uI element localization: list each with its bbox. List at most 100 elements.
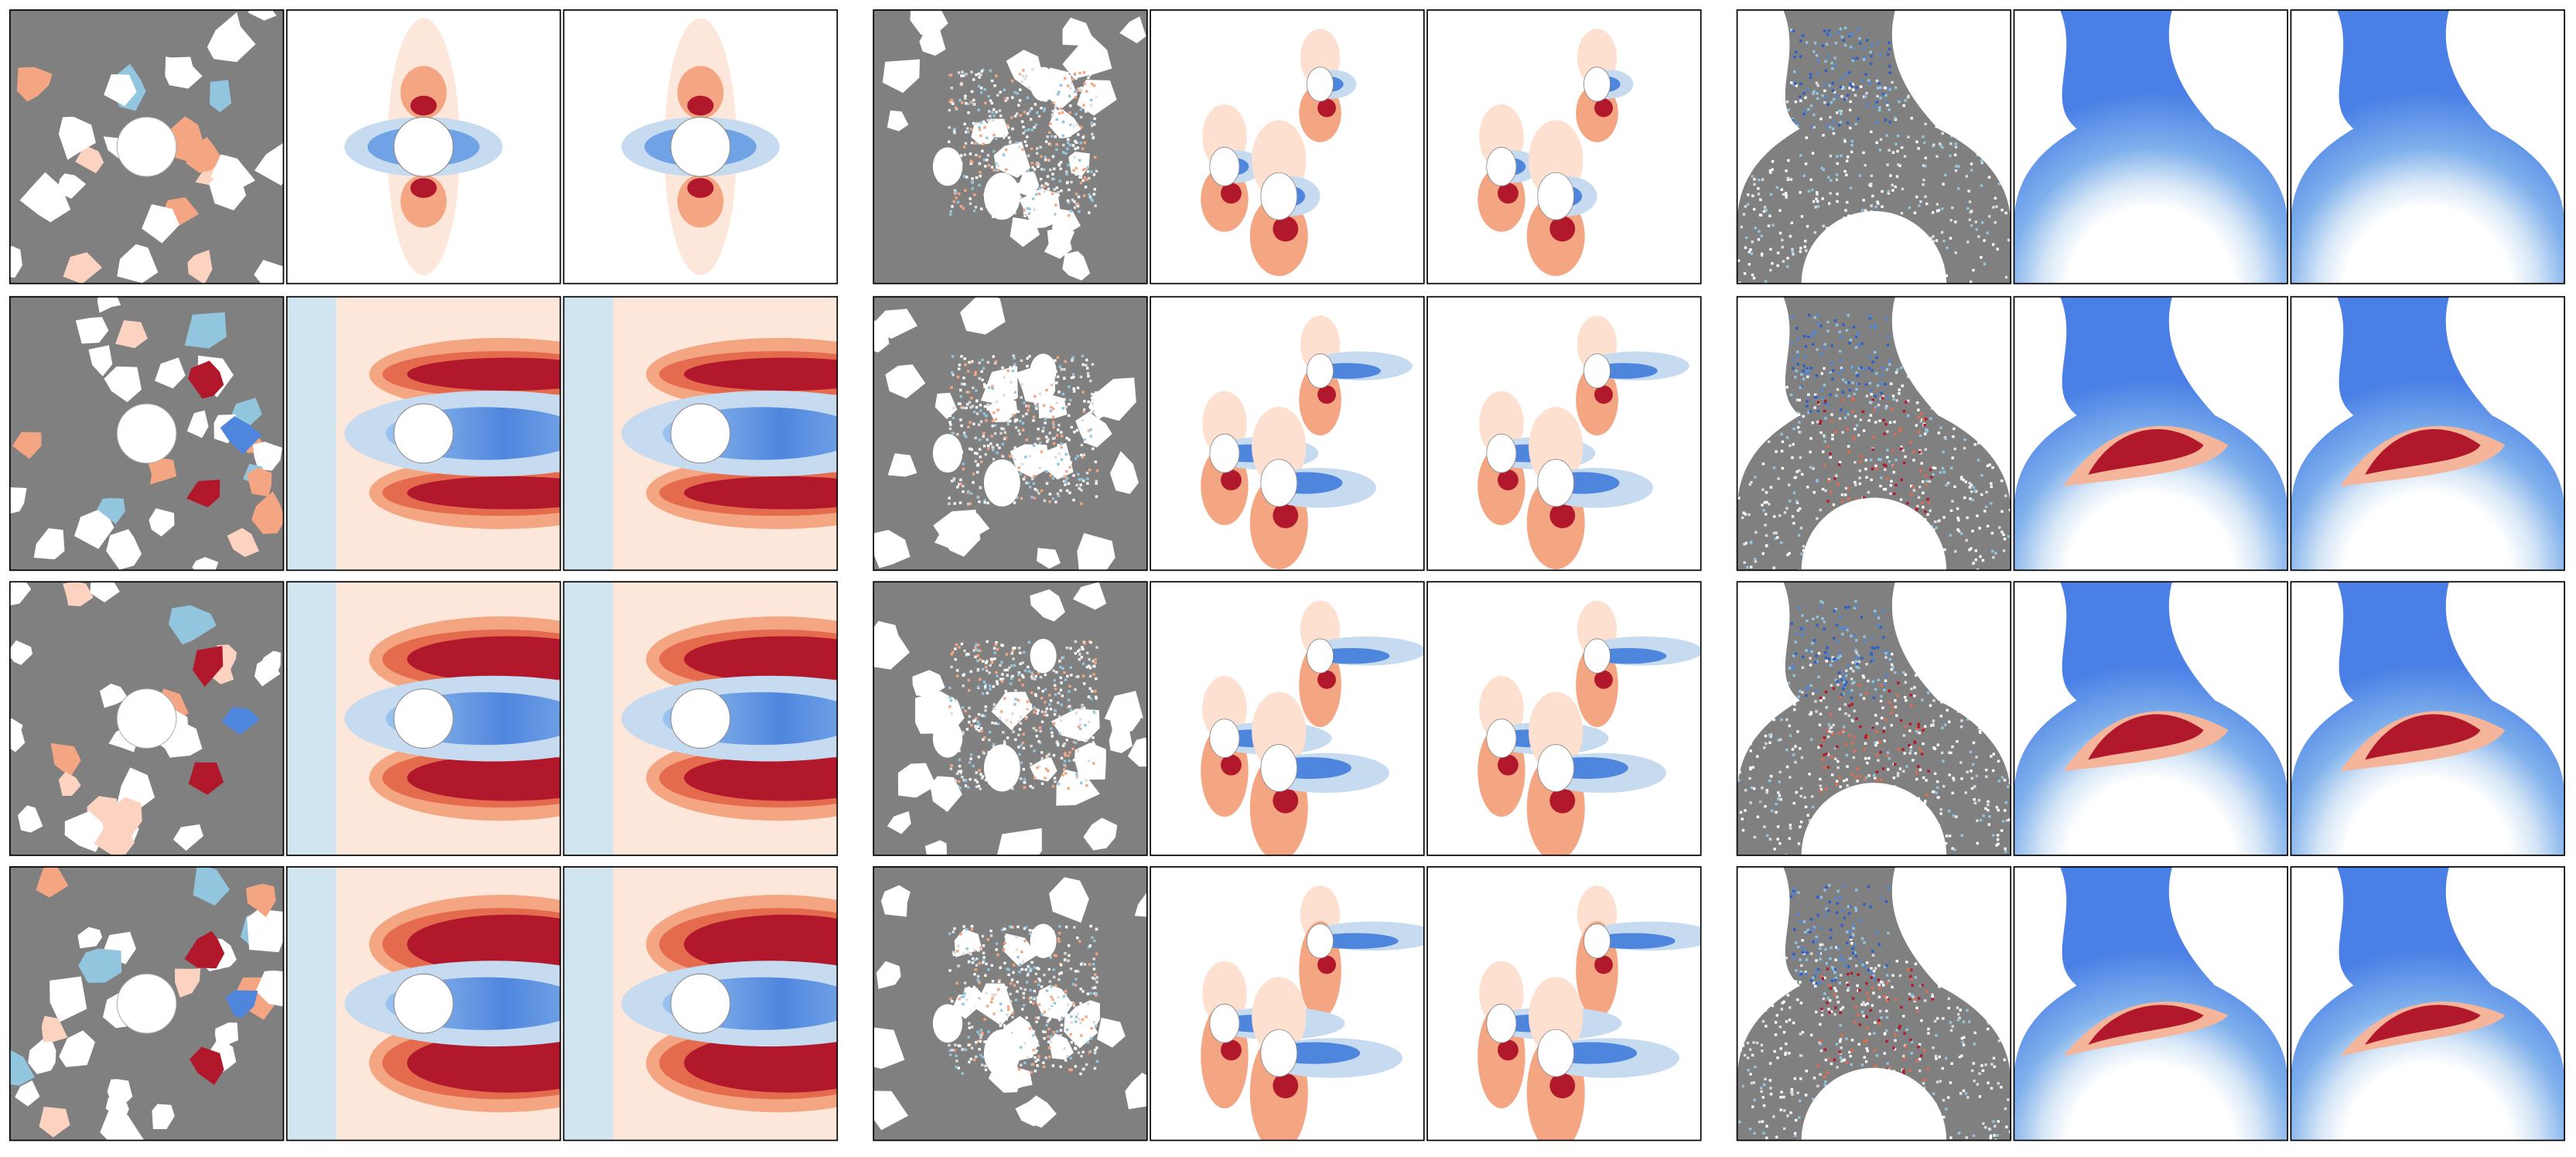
speck: [1756, 755, 1759, 758]
speck: [965, 653, 969, 656]
speck: [1001, 644, 1004, 647]
speck: [1792, 82, 1795, 86]
speck: [1985, 490, 1988, 494]
speck: [1782, 260, 1785, 263]
speck: [1006, 1008, 1010, 1012]
panel-frame: [1426, 295, 1702, 572]
speck: [1067, 787, 1070, 790]
speck: [1771, 168, 1774, 171]
speck: [1053, 459, 1056, 462]
speck: [1020, 80, 1023, 84]
speck: [1959, 761, 1963, 764]
speck: [995, 169, 999, 172]
speck: [1845, 159, 1849, 162]
speck: [1076, 731, 1080, 734]
speck: [973, 142, 977, 145]
speck: [1813, 316, 1817, 319]
speck: [1003, 945, 1006, 948]
speck: [1092, 84, 1096, 87]
speck: [1925, 430, 1929, 433]
speck: [1002, 948, 1006, 952]
speck: [1847, 861, 1849, 863]
speck: [1054, 780, 1057, 783]
speck: [1061, 79, 1064, 82]
speck: [1908, 722, 1912, 725]
speck: [1048, 143, 1052, 146]
speck: [1820, 166, 1823, 169]
speck: [1900, 146, 1904, 149]
speck: [1086, 477, 1089, 480]
speck: [1063, 1046, 1066, 1050]
speck: [1010, 652, 1013, 655]
speck: [1068, 491, 1071, 494]
speck: [1829, 456, 1833, 459]
speck: [948, 1049, 951, 1052]
speck: [1919, 200, 1922, 203]
speck: [1821, 487, 1825, 491]
speck: [1034, 972, 1038, 976]
speck: [1030, 677, 1034, 680]
speck: [1953, 485, 1956, 489]
speck: [1958, 578, 1960, 581]
speck: [978, 128, 982, 131]
speck: [994, 418, 998, 421]
speck: [1850, 696, 1853, 700]
speck: [1036, 162, 1040, 165]
speck: [1949, 534, 1952, 537]
speck: [1910, 484, 1913, 488]
speck: [948, 497, 951, 500]
speck: [964, 101, 968, 105]
speck: [952, 703, 955, 707]
contour: [1594, 98, 1613, 118]
speck: [1976, 459, 1980, 462]
speck: [1006, 418, 1010, 421]
speck: [1011, 96, 1014, 99]
speck: [1059, 84, 1063, 87]
speck: [1032, 1034, 1035, 1037]
speck: [1836, 200, 1839, 203]
speck: [1759, 198, 1762, 201]
speck: [1035, 467, 1038, 470]
speck: [1977, 799, 1981, 802]
speck: [975, 771, 979, 774]
speck: [1017, 673, 1020, 676]
speck: [1987, 823, 1991, 826]
speck: [1784, 289, 1786, 292]
speck: [999, 90, 1002, 94]
speck: [1857, 859, 1859, 862]
cylinder: [1260, 459, 1298, 507]
speck: [962, 74, 965, 77]
speck: [984, 101, 987, 105]
speck: [1841, 368, 1844, 372]
speck: [964, 1048, 968, 1052]
speck: [1093, 188, 1097, 191]
panel: [2291, 296, 2565, 571]
speck: [1798, 469, 1801, 473]
speck: [958, 501, 962, 504]
speck: [1790, 221, 1794, 224]
speck: [1034, 1060, 1037, 1063]
contour: [2365, 428, 2481, 475]
speck: [1918, 449, 1922, 452]
speck: [962, 484, 965, 488]
speck: [995, 74, 998, 77]
speck: [1894, 432, 1897, 436]
speck: [955, 196, 958, 200]
speck: [1907, 414, 1910, 418]
speck: [1863, 748, 1866, 751]
speck: [1924, 122, 1927, 126]
speck: [1065, 739, 1069, 742]
speck: [1946, 246, 1949, 250]
speck: [1087, 759, 1091, 763]
speck: [1979, 731, 1982, 734]
speck: [1878, 741, 1881, 744]
speck: [972, 411, 976, 414]
speck: [1083, 642, 1087, 645]
cell: [887, 110, 909, 131]
speck: [1019, 75, 1022, 78]
cell: [50, 976, 87, 1022]
speck: [1978, 729, 1982, 733]
speck: [1918, 486, 1922, 489]
speck: [1017, 429, 1020, 432]
speck: [1029, 118, 1033, 121]
